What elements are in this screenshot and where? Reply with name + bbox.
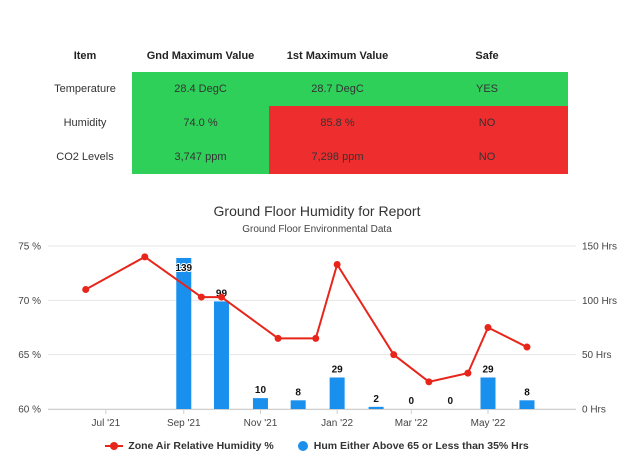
bar: [368, 406, 384, 409]
header-first-max: 1st Maximum Value: [286, 50, 389, 62]
right-axis-tick-label: 150 Hrs: [582, 242, 617, 253]
row-item: Temperature: [54, 83, 116, 95]
row-first-value: 7,298 ppm: [269, 140, 406, 174]
left-axis-tick-label: 70 %: [18, 296, 41, 307]
humidity-point: [484, 324, 492, 331]
chart-subtitle: Ground Floor Environmental Data: [242, 224, 392, 235]
bar-data-label: 2: [373, 394, 379, 405]
bar-data-label: 0: [409, 396, 415, 407]
humidity-point: [141, 253, 149, 261]
humidity-point: [312, 334, 320, 342]
bar-data-label: 29: [332, 364, 344, 375]
row-gnd-value: 3,747 ppm: [132, 140, 269, 174]
legend-label-hours: Hum Either Above 65 or Less than 35% Hrs: [313, 440, 529, 452]
row-item: CO2 Levels: [56, 151, 114, 163]
bar: [176, 257, 192, 409]
chart-legend: Zone Air Relative Humidity % Hum Either …: [0, 440, 634, 452]
summary-header-row: Item Gnd Maximum Value 1st Maximum Value…: [38, 40, 568, 72]
humidity-point: [82, 285, 90, 293]
header-gnd-max: Gnd Maximum Value: [146, 50, 255, 62]
plot-area: 60 % 65 % 70 % 75 % 0 Hrs 50 Hrs 100 Hrs 150 Hr…: [18, 242, 617, 430]
legend-label-humidity: Zone Air Relative Humidity %: [128, 440, 274, 452]
legend-item-humidity[interactable]: Zone Air Relative Humidity %: [105, 440, 274, 452]
humidity-point: [333, 260, 341, 268]
bar-data-label: 0: [448, 396, 454, 407]
humidity-point: [390, 351, 398, 359]
row-safe-value: NO: [406, 140, 568, 174]
bar-data-label: 10: [255, 385, 267, 396]
chart-title: Ground Floor Humidity for Report: [213, 203, 421, 219]
right-axis-tick-label: 100 Hrs: [582, 296, 617, 307]
humidity-point: [464, 369, 472, 377]
left-axis-tick-label: 60 %: [18, 405, 41, 416]
x-axis-tick-label: Jul '21: [92, 418, 121, 429]
row-safe-value: NO: [406, 106, 568, 140]
humidity-point: [425, 378, 433, 386]
left-axis-tick-label: 75 %: [18, 242, 41, 253]
row-first-value: 28.7 DegC: [269, 72, 406, 106]
header-item: Item: [73, 50, 97, 62]
header-safe: Safe: [475, 50, 499, 62]
row-gnd-value: 74.0 %: [132, 106, 269, 140]
table-row: Humidity 74.0 % 85.8 % NO: [38, 106, 568, 140]
bar: [519, 400, 535, 409]
right-axis-tick-label: 50 Hrs: [582, 350, 611, 361]
x-axis-tick-label: Mar '22: [395, 418, 428, 429]
row-item: Humidity: [63, 117, 107, 129]
line-series-icon: [105, 442, 124, 450]
row-safe-value: YES: [406, 72, 568, 106]
bar-data-label: 29: [482, 364, 494, 375]
x-axis-tick-label: Sep '21: [167, 418, 201, 429]
x-axis-tick-label: Jan '22: [321, 418, 353, 429]
row-first-value: 85.8 %: [269, 106, 406, 140]
humidity-point: [523, 343, 531, 351]
right-axis-tick-label: 0 Hrs: [582, 405, 606, 416]
row-gnd-value: 28.4 DegC: [132, 72, 269, 106]
summary-table: Item Gnd Maximum Value 1st Maximum Value…: [38, 40, 568, 174]
left-axis-tick-label: 65 %: [18, 350, 41, 361]
humidity-point: [197, 293, 205, 301]
bar-data-label: 139: [175, 263, 192, 274]
bar: [329, 377, 345, 409]
humidity-point: [217, 293, 225, 301]
bar-data-label: 8: [524, 387, 530, 398]
x-axis-tick-label: Nov '21: [244, 418, 278, 429]
table-row: CO2 Levels 3,747 ppm 7,298 ppm NO: [38, 140, 568, 174]
table-row: Temperature 28.4 DegC 28.7 DegC YES: [38, 72, 568, 106]
x-axis-tick-label: May '22: [471, 418, 506, 429]
bar-series-icon: [297, 441, 308, 451]
bar: [252, 398, 268, 409]
humidity-point: [274, 334, 282, 342]
bar: [290, 400, 306, 409]
humidity-chart: Ground Floor Humidity for Report Ground …: [0, 195, 634, 463]
bar: [213, 301, 229, 409]
humidity-line: [85, 255, 528, 383]
bar-data-label: 8: [295, 387, 301, 398]
bar: [480, 377, 496, 409]
legend-item-hours[interactable]: Hum Either Above 65 or Less than 35% Hrs: [297, 440, 529, 452]
